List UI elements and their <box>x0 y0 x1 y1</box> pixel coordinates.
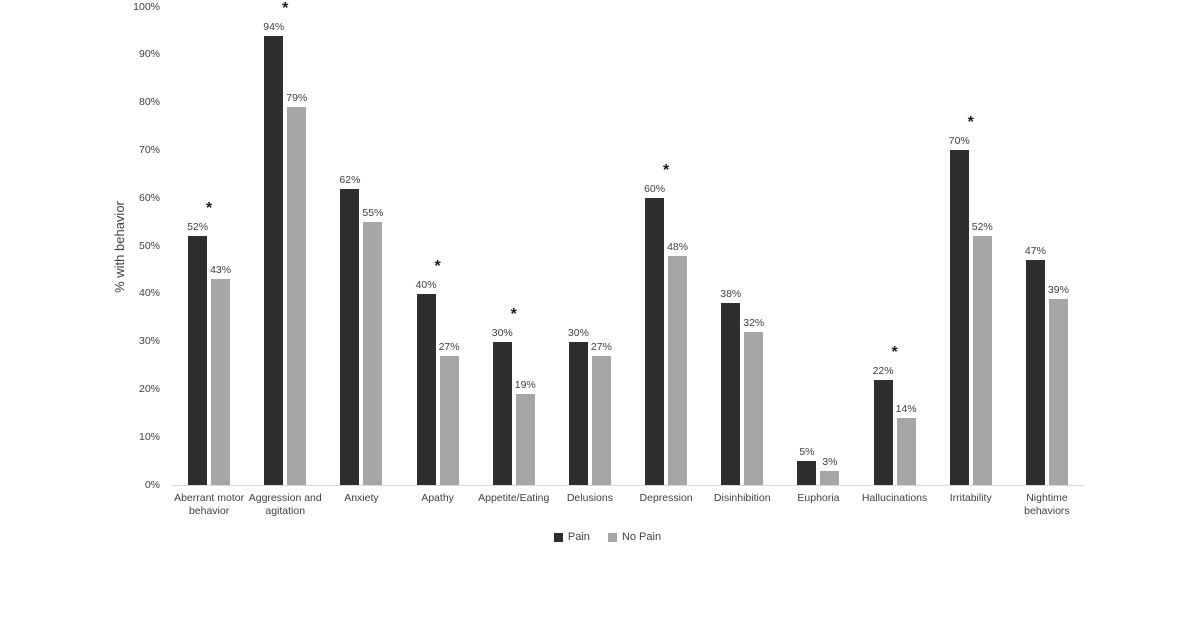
value-label: 32% <box>743 317 765 330</box>
value-label: 70% <box>948 135 970 148</box>
category-label: Depression <box>639 492 693 504</box>
category-label: Hallucinations <box>861 492 928 504</box>
bar-pain <box>568 341 588 485</box>
legend: Pain No Pain <box>130 531 1085 543</box>
category-label: Euphoria <box>797 492 840 504</box>
significance-asterisk: * <box>282 0 289 17</box>
bar-no-pain <box>1048 298 1068 485</box>
value-label: 79% <box>286 92 308 105</box>
value-label: 62% <box>339 173 361 186</box>
y-tick-label: 0% <box>144 478 160 491</box>
bar-no-pain <box>591 355 611 485</box>
y-tick-label: 60% <box>138 191 160 204</box>
legend-label-no-pain: No Pain <box>621 531 662 543</box>
value-label: 5% <box>799 446 815 459</box>
category-label: Disinhibition <box>713 492 771 504</box>
significance-asterisk: * <box>891 343 898 361</box>
bar-pain <box>264 35 284 485</box>
value-label: 27% <box>438 340 460 353</box>
bar-no-pain <box>439 355 459 485</box>
significance-asterisk: * <box>434 257 441 275</box>
bar-pain <box>416 293 436 485</box>
y-tick-label: 100% <box>133 0 160 13</box>
category-label: Nightime behaviors <box>1024 492 1070 517</box>
significance-asterisk: * <box>205 200 213 218</box>
category-label: Appetite/Eating <box>478 492 550 504</box>
y-tick-label: 20% <box>138 382 160 395</box>
value-label: 22% <box>872 364 894 377</box>
value-label: 60% <box>644 183 666 196</box>
y-tick-label: 10% <box>138 430 160 443</box>
value-label: 39% <box>1047 283 1069 296</box>
y-tick-label: 80% <box>138 96 160 109</box>
value-label: 27% <box>590 340 612 353</box>
value-label: 30% <box>567 326 589 339</box>
bar-no-pain <box>896 418 916 485</box>
y-tick-label: 50% <box>138 239 160 252</box>
bar-pain <box>340 188 360 485</box>
significance-asterisk: * <box>662 162 670 180</box>
category-label: Irritability <box>949 492 992 504</box>
significance-asterisk: * <box>967 114 974 132</box>
value-label: 94% <box>263 20 285 33</box>
category-label: Aggression and agitation <box>248 492 322 517</box>
y-tick-label: 30% <box>138 335 160 348</box>
value-label: 30% <box>491 326 513 339</box>
legend-label-pain: Pain <box>567 531 590 543</box>
bar-pain <box>721 303 741 485</box>
value-label: 52% <box>187 221 209 234</box>
pain-swatch-icon <box>553 532 563 542</box>
value-label: 40% <box>415 278 437 291</box>
bar-pain <box>188 236 208 485</box>
bar-pain <box>1025 260 1045 485</box>
bar-pain <box>797 461 817 485</box>
value-label: 14% <box>895 403 917 416</box>
y-tick-label: 90% <box>138 48 160 61</box>
value-label: 47% <box>1024 245 1046 258</box>
value-label: 52% <box>971 221 993 234</box>
legend-item-pain: Pain <box>553 531 590 543</box>
significance-asterisk: * <box>510 305 517 323</box>
value-label: 43% <box>210 264 232 277</box>
bar-no-pain <box>744 332 764 485</box>
bar-no-pain <box>363 222 383 485</box>
category-label: Apathy <box>421 492 454 504</box>
bar-no-pain <box>211 279 231 485</box>
bar-no-pain <box>515 394 535 485</box>
bar-no-pain <box>972 236 992 485</box>
legend-item-no-pain: No Pain <box>607 531 662 543</box>
plot-area: 52% 43% * 94% 79% * 62% 55% 40% 27% * 30% 19% * 30% 27%… <box>171 0 1085 486</box>
no-pain-swatch-icon <box>607 532 617 542</box>
bar-pain <box>949 150 969 485</box>
y-tick-label: 70% <box>138 143 160 156</box>
value-label: 55% <box>362 207 384 220</box>
bar-pain <box>645 198 665 485</box>
bar-no-pain <box>668 255 688 485</box>
category-label: Anxiety <box>344 492 379 504</box>
bar-no-pain <box>820 470 840 485</box>
y-tick-label: 40% <box>138 287 160 300</box>
bar-no-pain <box>287 107 307 485</box>
bar-pain <box>873 379 893 485</box>
category-label: Delusions <box>566 492 613 504</box>
value-label: 48% <box>667 240 689 253</box>
category-label: Aberrant motor behavior <box>174 492 245 517</box>
value-label: 3% <box>822 455 838 468</box>
value-label: 19% <box>514 379 536 392</box>
bar-pain <box>492 341 512 485</box>
value-label: 38% <box>720 288 742 301</box>
